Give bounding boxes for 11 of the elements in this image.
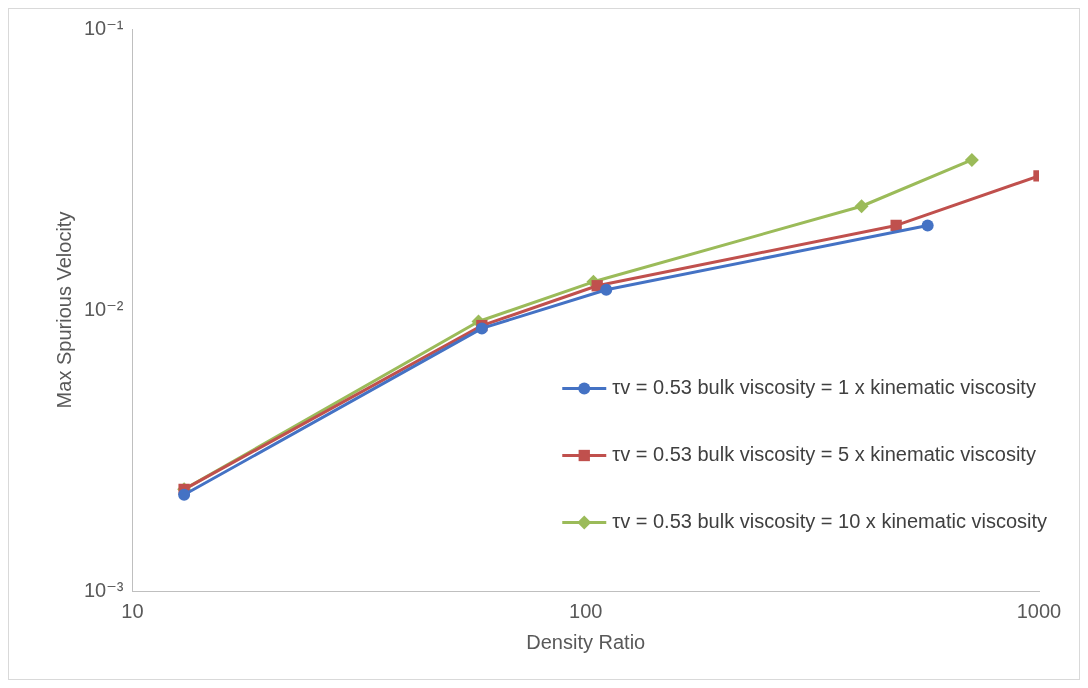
x-axis-title: Density Ratio — [526, 630, 646, 653]
x-tick-label: 1000 — [1016, 599, 1062, 622]
y-tick-label: 10⁻² — [83, 297, 124, 320]
y-tick-label: 10⁻¹ — [83, 16, 124, 39]
legend-label: τv = 0.53 bulk viscosity = 10 x kinematic viscosity — [612, 510, 1048, 533]
legend-label: τv = 0.53 bulk viscosity = 1 x kinematic viscosity — [612, 376, 1036, 399]
y-axis-title: Max Spurious Velocity — [52, 211, 75, 409]
x-tick-label: 100 — [569, 599, 603, 622]
legend-label: τv = 0.53 bulk viscosity = 5 x kinematic viscosity — [612, 443, 1036, 466]
y-tick-label: 10⁻³ — [83, 578, 124, 601]
x-tick-label: 10 — [121, 599, 144, 622]
